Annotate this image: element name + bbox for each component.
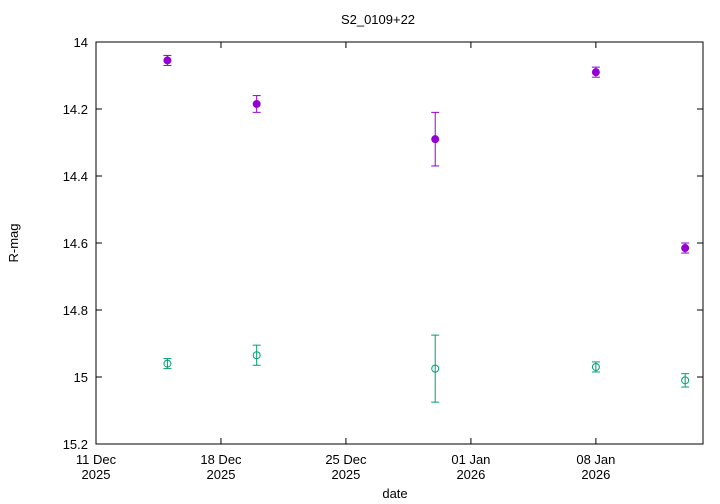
error-bar <box>252 344 261 366</box>
x-tick-label: 25 Dec 2025 <box>325 452 367 482</box>
point <box>591 68 600 77</box>
x-tick-label-line: 2026 <box>456 467 485 482</box>
error-bar <box>681 373 690 388</box>
y-tick-label: 14 <box>74 35 88 50</box>
point <box>431 364 440 373</box>
x-tick-label: 11 Dec 2025 <box>76 452 117 482</box>
error-bar <box>431 334 440 403</box>
x-tick-label: 08 Jan 2026 <box>576 452 615 482</box>
x-tick-label-line: 01 Jan <box>451 452 490 467</box>
y-axis-label: R-mag <box>6 223 21 262</box>
x-tick-label-line: 11 Dec <box>76 452 117 467</box>
point <box>681 376 690 385</box>
plot-border <box>95 41 704 445</box>
x-axis-label: date <box>382 486 407 501</box>
x-tick-label-line: 2025 <box>82 467 111 482</box>
x-tick-label-line: 08 Jan <box>576 452 615 467</box>
chart-title: S2_0109+22 <box>341 12 415 27</box>
point <box>252 99 261 108</box>
y-tick-label: 14.4 <box>63 169 88 184</box>
point <box>163 56 172 65</box>
point <box>431 135 440 144</box>
y-tick-label: 15.2 <box>63 437 88 452</box>
point <box>252 351 261 360</box>
x-tick-label-line: 2025 <box>207 467 236 482</box>
y-tick-label: 14.8 <box>63 303 88 318</box>
x-tick-label-line: 2026 <box>581 467 610 482</box>
x-tick-label-line: 25 Dec <box>325 452 367 467</box>
point <box>681 244 690 253</box>
x-tick-label-line: 18 Dec <box>200 452 242 467</box>
y-tick-label: 14.6 <box>63 236 88 251</box>
y-tick-label: 14.2 <box>63 102 88 117</box>
x-tick-label-line: 2025 <box>331 467 360 482</box>
x-tick-label: 18 Dec 2025 <box>200 452 242 482</box>
y-tick-label: 15 <box>74 370 88 385</box>
point <box>163 359 172 368</box>
x-tick-label: 01 Jan 2026 <box>451 452 490 482</box>
point <box>591 362 600 371</box>
